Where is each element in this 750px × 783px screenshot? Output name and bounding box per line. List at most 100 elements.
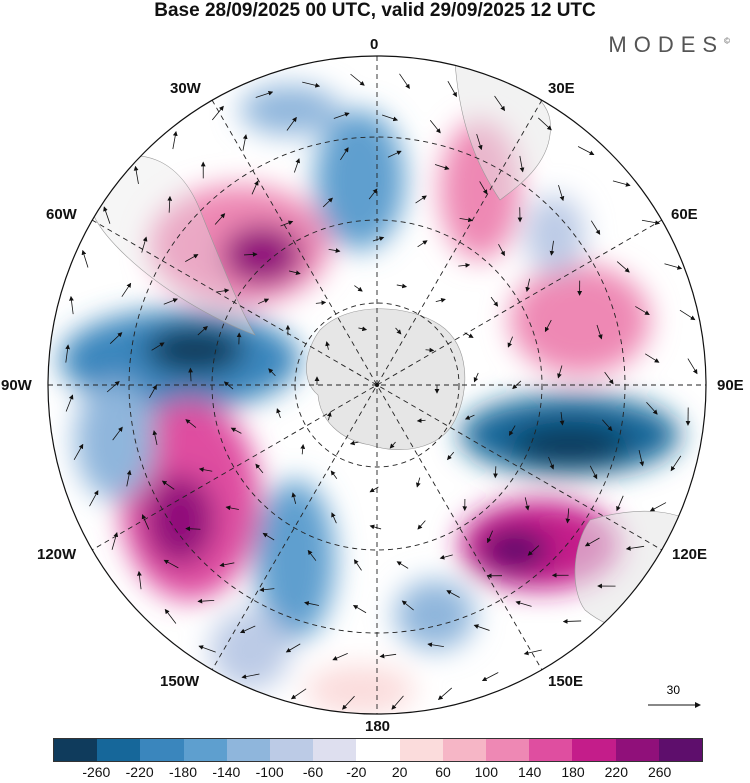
wind-vector [396,283,408,289]
colorbar-tick-label: -100 [255,764,284,780]
wind-vector [369,524,382,530]
wind-vector [616,261,630,273]
brand-name: MODES [608,32,725,57]
wind-vector [415,477,421,488]
wind-vector [276,408,281,419]
colorbar-swatch [658,739,703,761]
colorbar-tick-label: 100 [474,764,499,780]
wind-vector [307,549,317,561]
wind-vector [548,456,555,470]
wind-vector [331,512,337,524]
wind-vector [259,587,275,593]
wind-vector [304,601,320,606]
wind-vector [381,114,399,122]
wind-vector [368,188,378,200]
wind-vector [291,492,297,504]
wind-vector [679,309,696,321]
wind-vector [69,295,74,315]
label-lon-90e: 90E [717,377,744,394]
wind-vector [464,414,475,420]
wind-vector [519,155,525,173]
wind-vector [549,240,555,256]
wind-vector [332,653,348,661]
wind-vector [103,206,111,224]
wind-vector [81,249,89,268]
wind-vector [602,419,613,432]
wind-vector [137,570,142,590]
wind-vector [325,341,330,350]
colorbar-tick-label: -180 [168,764,198,780]
wind-vector [333,112,350,119]
wind-vector [379,653,397,659]
wind-vector [559,412,565,426]
wind-vector [616,495,624,512]
colorbar-swatch [140,739,184,761]
brand-mark: © [724,36,730,46]
wind-vector [198,467,213,472]
colorbar-tick-label: 260 [647,764,672,780]
wind-vector [288,270,301,276]
wind-vector [670,455,682,472]
wind-vector [464,332,474,338]
label-lon-60w: 60W [46,206,77,223]
wind-vector [185,419,197,428]
wind-vector [262,532,275,541]
label-lon-60e: 60E [671,206,698,223]
wind-vector [473,624,490,631]
wind-vector [486,530,493,544]
map-boundary [47,55,707,715]
wind-vector [434,164,450,170]
wind-vector [604,371,614,385]
label-lon-120e: 120E [672,546,708,563]
colorbar-swatch [529,739,573,761]
wind-vector [188,367,193,382]
wind-vector [644,353,660,363]
wind-vector [396,561,409,569]
wind-vector [562,619,582,624]
wind-vector [589,465,598,480]
label-lon-150w: 150W [160,673,200,690]
colorbar-swatch [486,739,530,761]
australia [574,511,701,633]
wind-vector [219,562,235,568]
wind-vector [257,298,270,305]
wind-vector [290,688,307,700]
wind-vectors [65,73,698,710]
wind-vector [223,381,234,390]
wind-vector [507,336,514,348]
label-lon-120w: 120W [37,546,77,563]
wind-vector [635,306,650,315]
wind-vector [300,443,306,455]
wind-vector [255,90,274,98]
colorbar-swatch [615,739,659,761]
wind-vector [641,219,661,226]
colorbar-swatch [356,739,400,761]
wind-vector [625,545,645,551]
wind-vector [612,180,631,187]
wind-vector [197,598,215,604]
wind-vector [544,319,552,333]
wind-vector [584,537,600,547]
wind-vector [111,532,119,550]
wind-vector [215,288,230,294]
wind-vector [538,117,552,131]
colorbar-tick-label: 180 [561,764,585,780]
wind-vector [358,326,368,332]
wind-vector [152,430,158,446]
wind-vector [646,401,658,415]
colorbar-tick-label: -140 [212,764,241,780]
colorbar-tick-label: 20 [391,764,408,780]
wind-vector [89,490,99,507]
wind-vector [416,418,426,424]
wind-vector [350,73,365,86]
brand-logo: MODES© [608,32,730,58]
wind-vector [242,134,248,151]
wind-vector [322,197,333,208]
wind-vector [494,95,506,112]
wind-vector [285,643,301,653]
wind-vector [65,344,70,363]
wind-vector [565,508,571,524]
colorbar-swatch [270,739,314,761]
wind-vector [109,332,123,344]
wind-vector [141,236,148,253]
